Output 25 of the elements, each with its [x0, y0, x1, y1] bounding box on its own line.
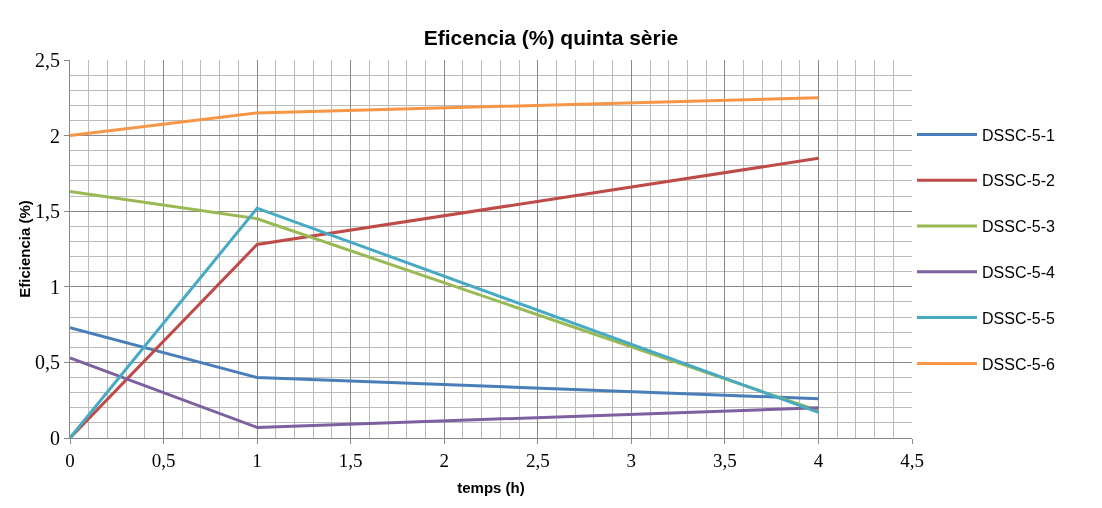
x-tick-label: 1 — [252, 449, 262, 471]
legend-label: DSSC-5-1 — [982, 126, 1056, 144]
y-tick-label: 2,5 — [35, 49, 60, 71]
y-tick-label: 0,5 — [35, 351, 60, 374]
chart-title: Eficencia (%) quinta sèrie — [423, 26, 679, 50]
x-tick-label: 3 — [626, 449, 637, 471]
x-tick-label: 0 — [65, 449, 75, 471]
x-tick-label: 1,5 — [338, 449, 363, 471]
x-tick-label: 0,5 — [151, 449, 176, 471]
y-axis-title: Eficiencia (%) — [16, 200, 33, 298]
x-tick-label: 4 — [813, 449, 824, 471]
x-tick-label: 4,5 — [900, 449, 924, 471]
y-tick-label: 1 — [50, 275, 60, 298]
y-tick-label: 2 — [50, 124, 60, 147]
x-tick-label: 2 — [439, 449, 449, 471]
x-axis-title: temps (h) — [457, 479, 525, 496]
legend-label: DSSC-5-2 — [982, 172, 1056, 190]
y-tick-label: 0 — [50, 427, 60, 449]
legend-label: DSSC-5-3 — [982, 218, 1056, 236]
y-tick-label: 1,5 — [35, 200, 60, 223]
x-tick-label: 3,5 — [713, 449, 737, 471]
legend-label: DSSC-5-6 — [982, 355, 1056, 373]
legend-label: DSSC-5-5 — [982, 309, 1056, 327]
legend-label: DSSC-5-4 — [982, 264, 1056, 282]
x-tick-label: 2,5 — [525, 449, 550, 471]
